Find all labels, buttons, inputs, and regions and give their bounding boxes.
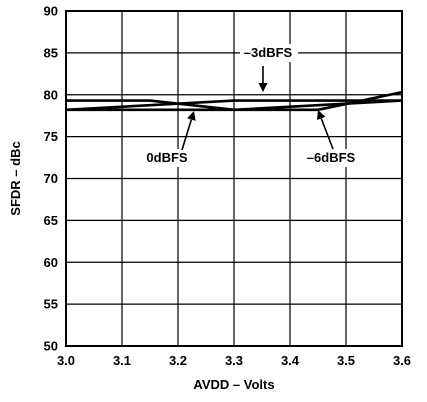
y-tick-labels: 50 55 60 65 70 75 80 85 90 bbox=[44, 4, 58, 354]
y-axis-label: SFDR – dBc bbox=[8, 141, 23, 215]
x-tick-labels: 3.0 3.1 3.2 3.3 3.4 3.5 3.6 bbox=[57, 353, 411, 368]
series-line bbox=[65, 99, 402, 112]
x-tick-label: 3.4 bbox=[281, 353, 300, 368]
x-tick-label: 3.5 bbox=[337, 353, 355, 368]
annotation-arrow-line bbox=[320, 118, 334, 150]
y-tick-label: 80 bbox=[44, 87, 58, 102]
annotation-arrow-line bbox=[181, 119, 193, 151]
series-lines bbox=[65, 90, 403, 112]
y-tick-label: 55 bbox=[44, 297, 58, 312]
x-tick-label: 3.0 bbox=[57, 353, 75, 368]
annotation-background bbox=[138, 149, 198, 167]
annotation-background bbox=[240, 44, 298, 62]
x-tick-label: 3.1 bbox=[113, 353, 131, 368]
y-tick-label: 70 bbox=[44, 171, 58, 186]
annotation-arrowhead bbox=[187, 111, 196, 121]
annotation-label: –6dBFS bbox=[307, 150, 356, 165]
y-tick-label: 85 bbox=[44, 45, 58, 60]
annotations: –3dBFS 0dBFS –6dBFS bbox=[138, 44, 364, 167]
annotation-label: 0dBFS bbox=[146, 150, 188, 165]
x-axis-label: AVDD – Volts bbox=[193, 377, 274, 392]
annotation-label: –3dBFS bbox=[244, 45, 293, 60]
grid bbox=[65, 10, 403, 347]
series-line bbox=[66, 90, 403, 112]
y-tick-label: 50 bbox=[44, 339, 58, 354]
y-tick-label: 75 bbox=[44, 129, 58, 144]
annotation-arrowhead bbox=[317, 110, 326, 121]
annotation-background bbox=[300, 149, 364, 167]
series-line bbox=[66, 99, 403, 112]
x-tick-label: 3.2 bbox=[169, 353, 187, 368]
plot-frame bbox=[65, 10, 403, 347]
x-tick-label: 3.3 bbox=[225, 353, 243, 368]
y-tick-label: 90 bbox=[44, 4, 58, 19]
annotation-arrowhead bbox=[258, 83, 268, 92]
y-tick-label: 65 bbox=[44, 213, 58, 228]
x-tick-label: 3.6 bbox=[393, 353, 411, 368]
y-tick-label: 60 bbox=[44, 255, 58, 270]
